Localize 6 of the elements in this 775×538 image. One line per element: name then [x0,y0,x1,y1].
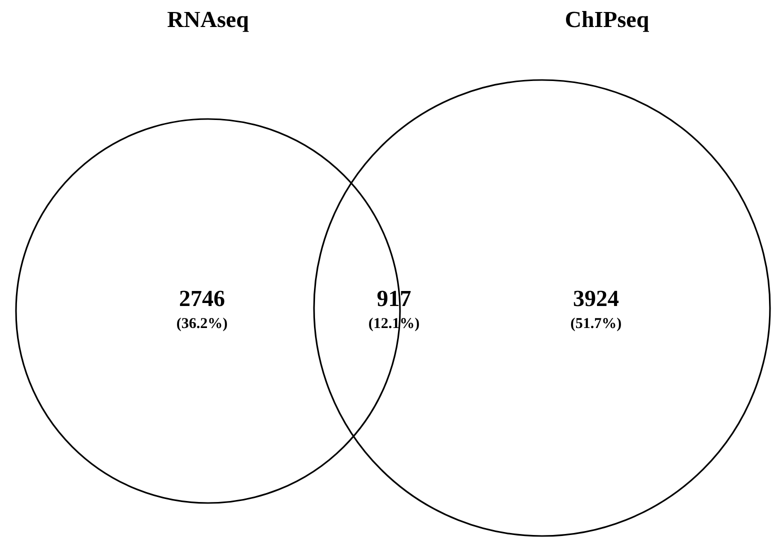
data-label: 3924 [573,286,620,311]
text: RNAseq [167,7,250,32]
text: (36.2%) [176,316,228,332]
text: ChIPseq [564,7,650,32]
text: (51.7%) [570,316,622,332]
data-label: 2746 [179,286,225,311]
